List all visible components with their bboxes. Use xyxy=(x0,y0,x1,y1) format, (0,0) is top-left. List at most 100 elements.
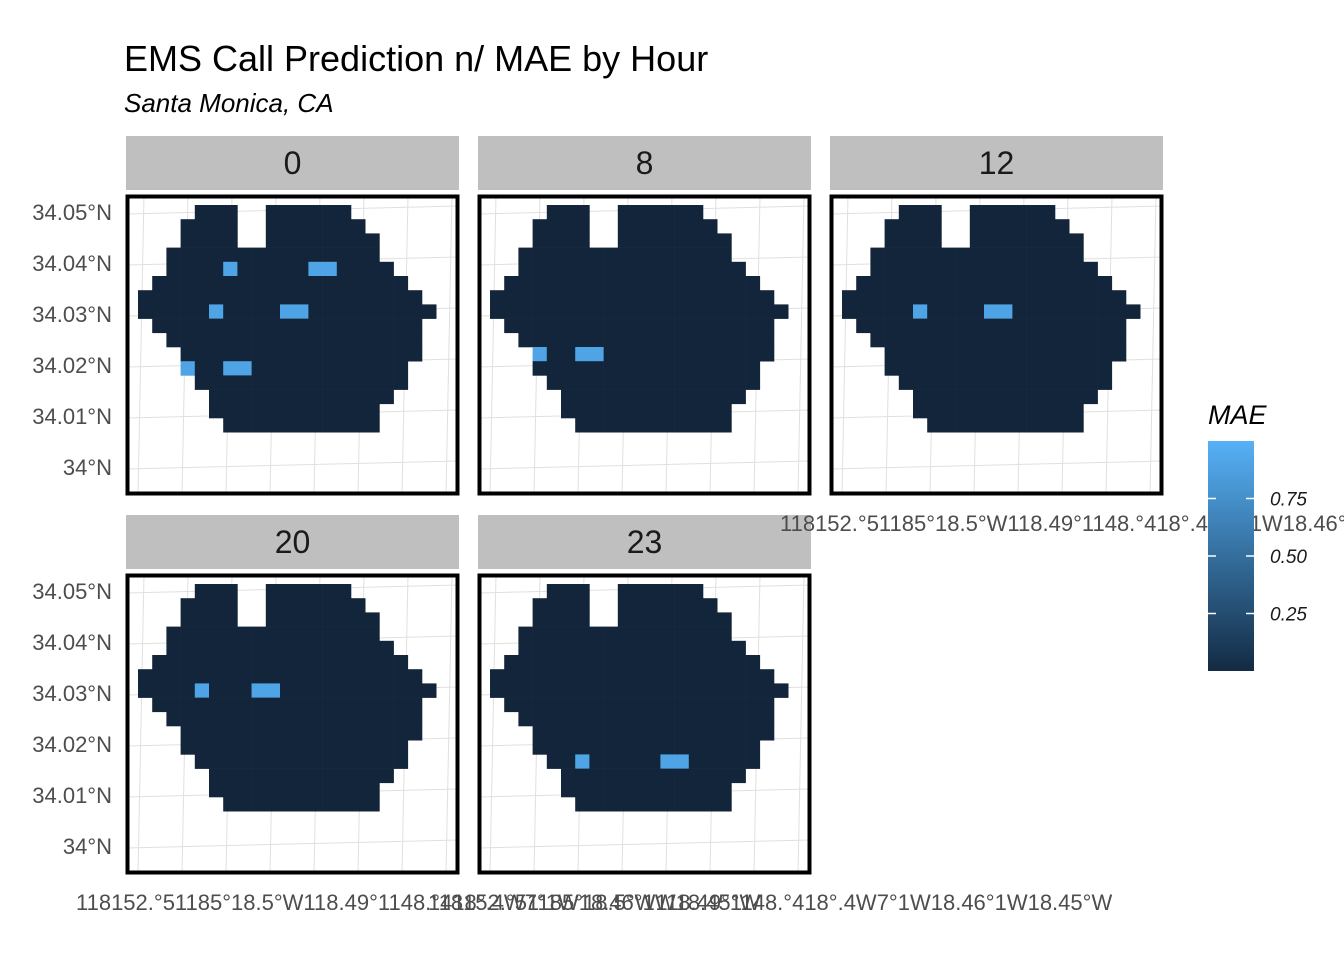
grid-cell xyxy=(856,276,871,291)
grid-cell xyxy=(660,584,675,599)
grid-cell xyxy=(898,375,914,390)
grid-cell xyxy=(546,261,562,277)
grid-cell xyxy=(688,290,704,305)
grid-cell xyxy=(280,290,295,305)
grid-cell xyxy=(294,782,309,798)
grid-cell xyxy=(308,304,323,319)
grid-cell xyxy=(575,754,590,769)
grid-cell xyxy=(180,711,196,727)
grid-cell xyxy=(884,304,900,319)
grid-cell xyxy=(365,669,380,684)
grid-cell xyxy=(251,669,267,684)
grid-cell xyxy=(251,261,267,277)
grid-cell xyxy=(660,318,675,334)
grid-cell xyxy=(589,332,604,348)
grid-cell xyxy=(407,711,423,727)
graticule-meridian xyxy=(489,194,497,496)
grid-cell xyxy=(237,418,252,433)
grid-cell xyxy=(603,418,619,433)
grid-cell xyxy=(632,797,647,812)
panel-border xyxy=(125,573,460,875)
grid-cell xyxy=(1026,205,1042,220)
grid-cell xyxy=(688,598,704,613)
grid-cell xyxy=(1012,247,1027,263)
grid-cell xyxy=(632,332,647,348)
grid-cell xyxy=(884,219,900,234)
grid-cell xyxy=(674,683,690,698)
grid-cell xyxy=(518,697,533,713)
grid-cell xyxy=(223,205,238,220)
grid-cell xyxy=(308,233,323,248)
grid-cell xyxy=(166,711,181,727)
grid-cell xyxy=(745,375,761,390)
grid-cell xyxy=(209,612,224,627)
grid-cell xyxy=(280,683,295,698)
grid-cell xyxy=(322,598,338,613)
grid-cell xyxy=(294,754,309,769)
grid-cell xyxy=(575,318,590,334)
grid-cell xyxy=(1069,247,1084,263)
grid-cell xyxy=(322,612,338,627)
grid-cell xyxy=(646,797,661,812)
grid-cell xyxy=(336,347,352,362)
grid-cell xyxy=(1055,219,1070,234)
grid-cell xyxy=(194,318,210,334)
panel-border xyxy=(477,573,812,875)
grid-cell xyxy=(280,655,295,670)
grid-cell xyxy=(322,626,338,642)
grid-cell xyxy=(322,332,338,348)
grid-cell xyxy=(998,247,1013,263)
grid-cell xyxy=(223,347,238,362)
grid-cell xyxy=(322,347,338,362)
grid-cell xyxy=(351,669,366,684)
grid-cell xyxy=(674,304,690,319)
grid-cell xyxy=(561,290,576,305)
grid-cell xyxy=(674,754,690,769)
grid-cell xyxy=(322,768,338,784)
grid-cell xyxy=(603,318,619,334)
grid-cell xyxy=(984,247,999,263)
grid-cell xyxy=(180,640,196,656)
grid-cell xyxy=(717,290,732,305)
grid-cell xyxy=(745,318,761,334)
grid-cell xyxy=(180,683,196,698)
grid-cell xyxy=(617,655,633,670)
grid-cell xyxy=(379,683,394,698)
grid-cell xyxy=(265,347,281,362)
grid-cell xyxy=(194,233,210,248)
grid-cell xyxy=(984,276,999,291)
grid-cell xyxy=(223,711,238,727)
grid-cell xyxy=(703,389,718,405)
grid-cell xyxy=(703,318,718,334)
grid-cell xyxy=(532,290,548,305)
grid-cell xyxy=(280,598,295,613)
grid-cell xyxy=(745,655,761,670)
grid-cell xyxy=(280,726,295,741)
grid-cell xyxy=(237,655,252,670)
grid-cell xyxy=(1012,290,1027,305)
grid-cell xyxy=(617,754,633,769)
grid-cell xyxy=(575,332,590,348)
grid-cell xyxy=(575,726,590,741)
grid-cell xyxy=(617,318,633,334)
grid-cell xyxy=(617,332,633,348)
grid-cell xyxy=(322,782,338,798)
grid-cell xyxy=(646,361,661,376)
grid-cell xyxy=(280,332,295,348)
grid-cell xyxy=(575,389,590,405)
grid-cell xyxy=(688,697,704,713)
grid-cell xyxy=(237,261,252,277)
grid-cell xyxy=(1083,389,1098,405)
grid-cell xyxy=(927,219,942,234)
grid-cell xyxy=(223,233,238,248)
grid-cell xyxy=(194,332,210,348)
grid-cell xyxy=(532,233,548,248)
grid-cell xyxy=(209,640,224,656)
grid-cell xyxy=(632,726,647,741)
grid-cell xyxy=(589,797,604,812)
grid-cell xyxy=(660,219,675,234)
grid-cell xyxy=(674,726,690,741)
grid-cell xyxy=(731,726,746,741)
grid-cell xyxy=(703,683,718,698)
